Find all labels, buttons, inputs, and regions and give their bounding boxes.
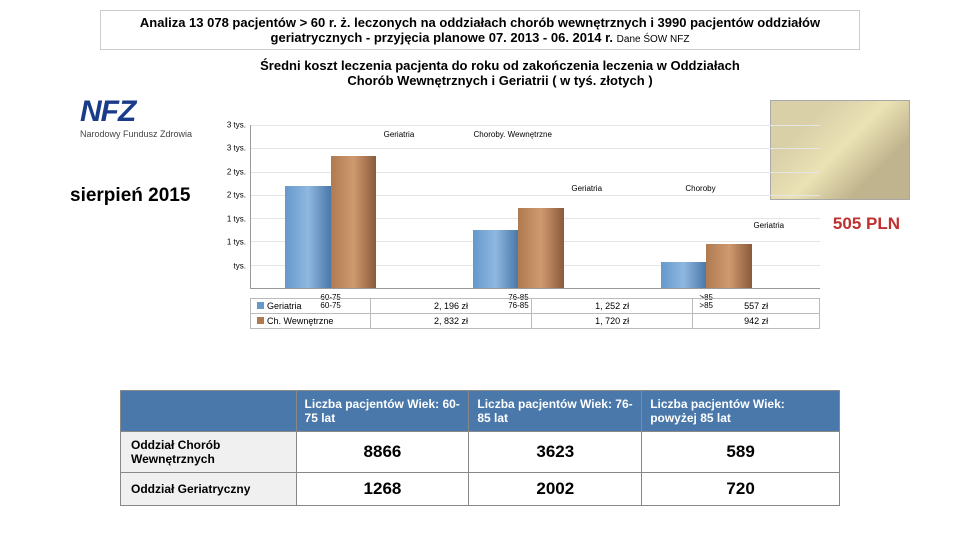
bar-value-label: Geriatria — [753, 221, 784, 230]
y-tick: 3 tys. — [227, 144, 246, 153]
patients-count-cell: 720 — [642, 473, 840, 506]
patients-count-cell: 3623 — [469, 432, 642, 473]
bar-value-label: Choroby — [685, 184, 715, 193]
patients-count-cell: 8866 — [296, 432, 469, 473]
date-label: sierpień 2015 — [70, 185, 190, 207]
header-source: Dane ŚOW NFZ — [617, 34, 690, 45]
patients-header — [121, 391, 297, 432]
chart-plot: 60-7560-7576-8576-85>85>85GeriatriaChoro… — [250, 125, 820, 289]
patients-header: Liczba pacjentów Wiek: powyżej 85 lat — [642, 391, 840, 432]
bar-Ch-Wewn-trzne-76-85 — [518, 208, 564, 288]
difference-label: 505 PLN — [833, 214, 900, 234]
table-row: Oddział Geriatryczny12682002720 — [121, 473, 840, 506]
bar-chart: 3 tys.3 tys.2 tys.2 tys.1 tys.1 tys.tys.… — [220, 125, 820, 315]
header-text: Analiza 13 078 pacjentów > 60 r. ż. lecz… — [140, 15, 820, 45]
table-row: Liczba pacjentów Wiek: 60-75 latLiczba p… — [121, 391, 840, 432]
row-header: Oddział Chorób Wewnętrznych — [121, 432, 297, 473]
bar-Geriatria->85 — [661, 262, 707, 288]
patients-table: Liczba pacjentów Wiek: 60-75 latLiczba p… — [120, 390, 840, 506]
bar-Ch-Wewn-trzne->85 — [706, 244, 752, 288]
data-cell: 1, 252 zł — [532, 299, 693, 314]
data-cell: 942 zł — [693, 314, 820, 329]
nfz-logo: NFZ Narodowy Fundusz Zdrowia — [80, 95, 210, 139]
table-row: Ch. Wewnętrzne2, 832 zł1, 720 zł942 zł — [251, 314, 820, 329]
data-cell: 1, 720 zł — [532, 314, 693, 329]
data-cell: 2, 832 zł — [371, 314, 532, 329]
legend-cell: Ch. Wewnętrzne — [251, 314, 371, 329]
y-tick: 2 tys. — [227, 167, 246, 176]
nfz-sub: Narodowy Fundusz Zdrowia — [80, 129, 210, 139]
patients-count-cell: 1268 — [296, 473, 469, 506]
bar-Geriatria-76-85 — [473, 230, 519, 288]
y-axis: 3 tys.3 tys.2 tys.2 tys.1 tys.1 tys.tys. — [216, 125, 250, 289]
data-cell: 2, 196 zł — [371, 299, 532, 314]
patients-count-cell: 589 — [642, 432, 840, 473]
patients-header: Liczba pacjentów Wiek: 76-85 lat — [469, 391, 642, 432]
data-cell: 557 zł — [693, 299, 820, 314]
table-row: Geriatria2, 196 zł1, 252 zł557 zł — [251, 299, 820, 314]
bar-value-label: Geriatria — [384, 130, 415, 139]
nfz-main: NFZ — [80, 95, 210, 129]
grid-line — [251, 148, 820, 149]
bar-value-label: Choroby. Wewnętrzne — [474, 130, 552, 139]
header-box: Analiza 13 078 pacjentów > 60 r. ż. lecz… — [100, 10, 860, 50]
grid-line — [251, 125, 820, 126]
legend-cell: Geriatria — [251, 299, 371, 314]
y-tick: 2 tys. — [227, 191, 246, 200]
chart-title: Średni koszt leczenia pacjenta do roku o… — [260, 58, 740, 88]
row-header: Oddział Geriatryczny — [121, 473, 297, 506]
patients-count-cell: 2002 — [469, 473, 642, 506]
y-tick: 1 tys. — [227, 214, 246, 223]
bar-value-label: Geriatria — [571, 184, 602, 193]
bar-Geriatria-60-75 — [285, 186, 331, 288]
bar-Ch-Wewn-trzne-60-75 — [331, 156, 377, 288]
y-tick: 1 tys. — [227, 238, 246, 247]
y-tick: 3 tys. — [227, 121, 246, 130]
table-row: Oddział Chorób Wewnętrznych88663623589 — [121, 432, 840, 473]
chart-data-table: Geriatria2, 196 zł1, 252 zł557 złCh. Wew… — [250, 298, 820, 329]
patients-header: Liczba pacjentów Wiek: 60-75 lat — [296, 391, 469, 432]
y-tick: tys. — [234, 261, 246, 270]
